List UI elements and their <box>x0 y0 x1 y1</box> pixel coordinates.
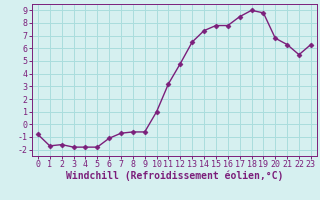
X-axis label: Windchill (Refroidissement éolien,°C): Windchill (Refroidissement éolien,°C) <box>66 171 283 181</box>
